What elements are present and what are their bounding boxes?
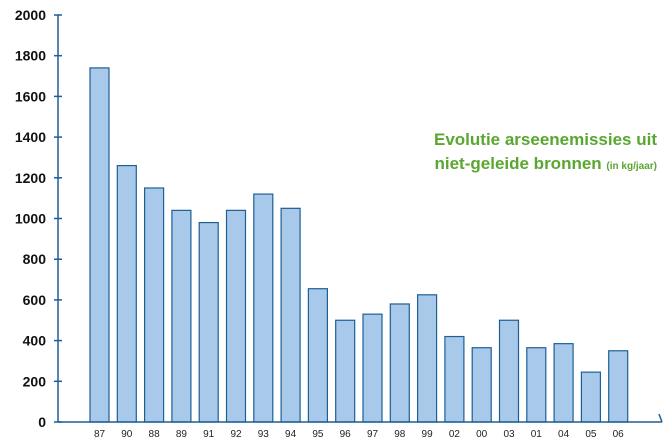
x-tick-label: 99 (422, 429, 434, 439)
bar-04 (553, 343, 574, 423)
chart-title-unit: (in kg/jaar) (606, 161, 657, 172)
x-tick-label: 92 (230, 429, 242, 439)
bar-94 (280, 207, 301, 423)
chart-title-line-2-text: niet-geleide bronnen (434, 154, 602, 173)
x-tick-label: 00 (476, 429, 488, 439)
y-tick-label: 0 (38, 414, 46, 430)
bar-01 (526, 347, 547, 423)
bar-92 (225, 209, 247, 423)
bar-88 (144, 187, 165, 423)
bar-06 (608, 350, 629, 423)
x-tick-label: 96 (340, 429, 352, 439)
bar-05 (580, 371, 602, 423)
x-tick-label: 89 (176, 429, 188, 439)
bars (89, 67, 629, 423)
chart-title-line-1: Evolutie arseenemissies uit (434, 130, 657, 149)
x-tick-label: 91 (203, 429, 215, 439)
bar-02 (444, 335, 465, 423)
bar-03 (498, 319, 520, 423)
bar-99 (417, 294, 438, 423)
x-axis: 87 90 88 89 91 92 93 94 95 96 97 98 99 02 00 03 01 04 05 06 (58, 413, 663, 439)
y-tick-label: 1800 (15, 48, 46, 64)
x-tick-label: 94 (285, 429, 297, 439)
bar-90 (116, 164, 137, 423)
bar-95 (307, 288, 328, 423)
bar-97 (362, 313, 383, 423)
x-tick-label: 06 (613, 429, 625, 439)
y-tick-label: 2000 (15, 7, 46, 23)
y-tick-label: 200 (23, 373, 47, 389)
x-tick-label: 04 (558, 429, 570, 439)
y-tick-label: 600 (23, 292, 47, 308)
x-tick-label: 90 (121, 429, 133, 439)
x-tick-label: 87 (94, 429, 106, 439)
x-tick-label: 95 (312, 429, 324, 439)
x-axis-end-tick (658, 413, 663, 423)
bar-96 (335, 319, 356, 423)
bar-89 (171, 209, 192, 423)
bar-98 (389, 303, 410, 423)
x-tick-label: 88 (149, 429, 161, 439)
bar-00 (471, 347, 492, 423)
y-tick-label: 1600 (15, 88, 46, 104)
x-tick-label: 05 (585, 429, 597, 439)
y-tick-label: 1200 (15, 170, 46, 186)
x-tick-label: 01 (531, 429, 543, 439)
chart-title-line-2: niet-geleide bronnen (in kg/jaar) (434, 152, 658, 179)
x-tick-label: 97 (367, 429, 379, 439)
x-tick-label: 02 (449, 429, 461, 439)
y-tick-label: 400 (23, 333, 47, 349)
x-tick-label: 98 (394, 429, 406, 439)
bar-91 (198, 221, 219, 423)
y-axis: 0 200 400 600 800 1000 1200 1400 1600 1800 2000 (15, 7, 62, 430)
y-tick-label: 800 (23, 251, 47, 267)
bar-87 (89, 67, 110, 423)
x-tick-label: 93 (258, 429, 270, 439)
bar-93 (253, 193, 274, 423)
chart-title: Evolutie arseenemissies uit niet-geleide… (434, 128, 657, 179)
y-tick-label: 1000 (15, 211, 46, 227)
x-tick-label: 03 (503, 429, 515, 439)
y-tick-label: 1400 (15, 129, 46, 145)
